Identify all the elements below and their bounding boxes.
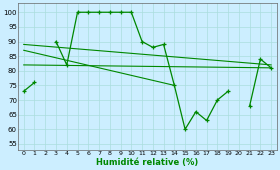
X-axis label: Humidité relative (%): Humidité relative (%)	[96, 158, 199, 167]
